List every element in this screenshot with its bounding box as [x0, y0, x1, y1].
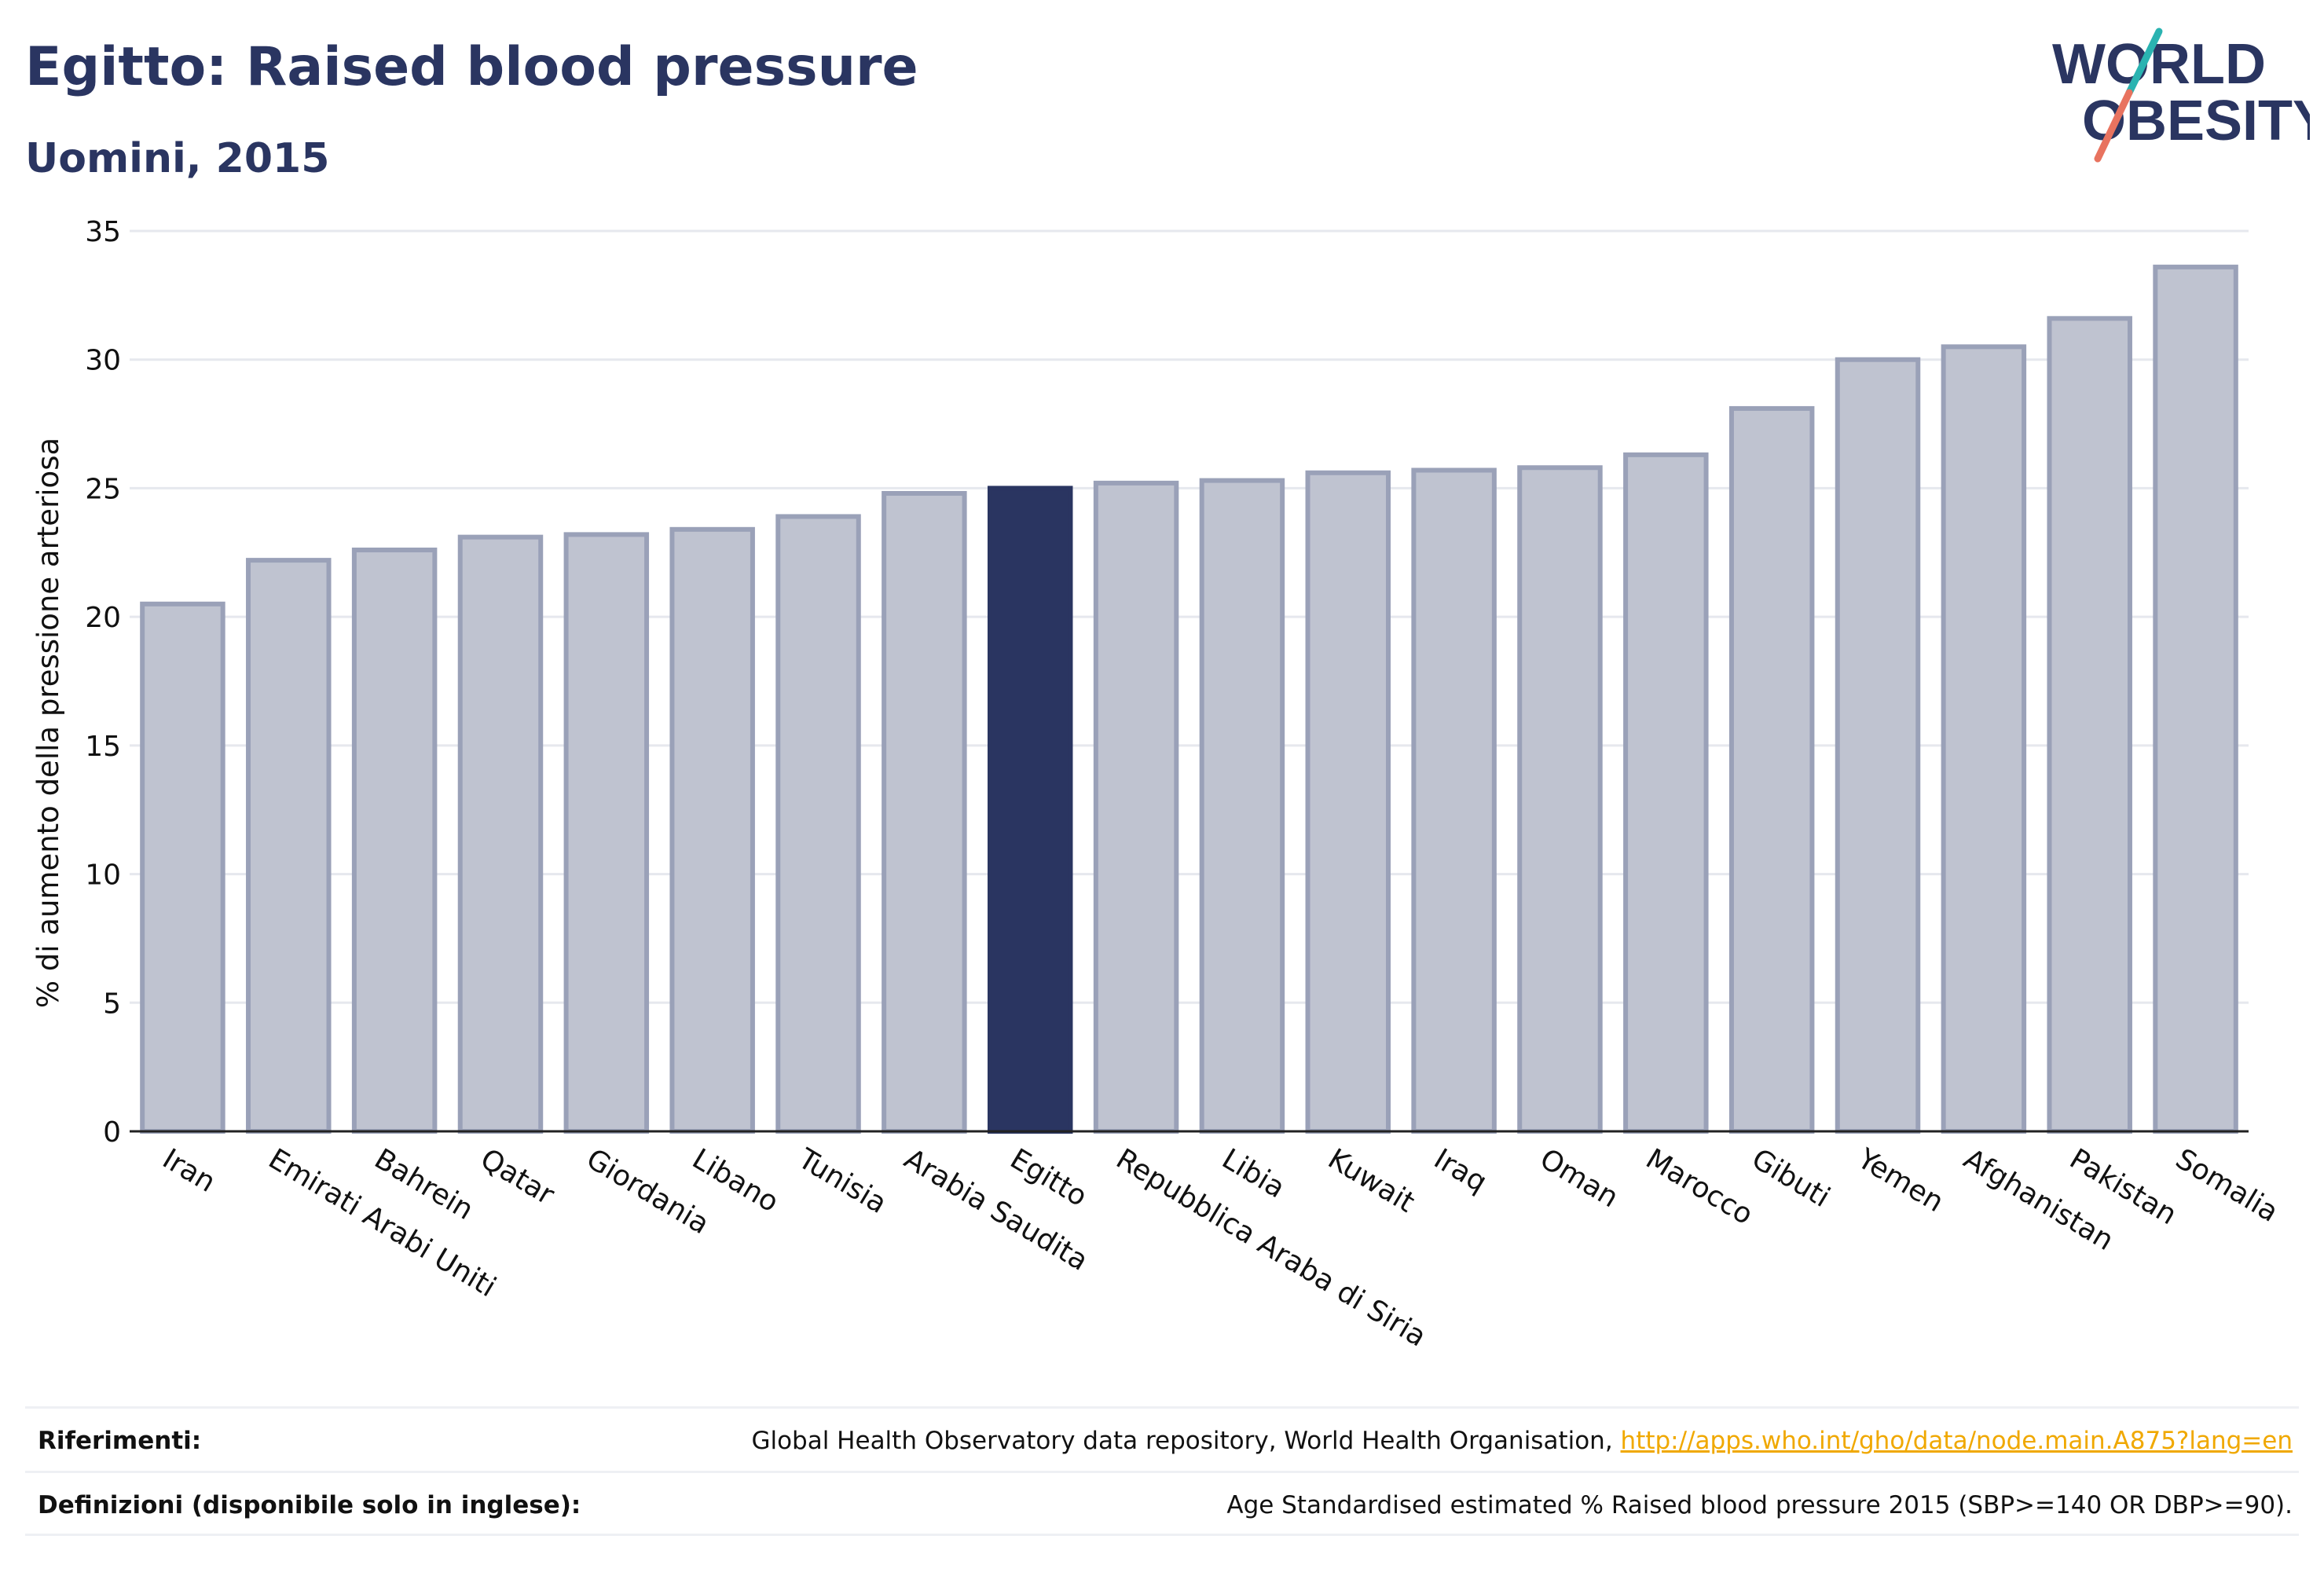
bar	[882, 490, 967, 1134]
bar	[1199, 478, 1285, 1134]
footer-divider	[25, 1471, 2299, 1473]
y-tick-label: 0	[103, 1116, 121, 1149]
x-tick-label: Iran	[157, 1143, 221, 1199]
y-tick-label: 15	[85, 731, 121, 763]
footer-divider	[25, 1406, 2299, 1409]
x-tick-label: Oman	[1534, 1143, 1624, 1215]
references-link[interactable]: http://apps.who.int/gho/data/node.main.A…	[1620, 1427, 2293, 1455]
bar	[775, 514, 861, 1134]
bar	[1305, 470, 1391, 1134]
x-tick-label: Libia	[1216, 1143, 1290, 1205]
chart-subtitle: Uomini, 2015	[25, 135, 330, 182]
logo-word-world: WORLD	[2052, 33, 2266, 96]
x-tick-label: Arabia Saudita	[899, 1143, 1094, 1277]
bar	[1411, 467, 1497, 1134]
x-tick-label: Iraq	[1428, 1143, 1492, 1199]
references-text: Global Health Observatory data repositor…	[751, 1427, 2293, 1455]
logo-slash-teal	[2125, 27, 2163, 97]
x-tick-label: Marocco	[1640, 1143, 1758, 1232]
bar	[2153, 264, 2238, 1134]
bar	[457, 534, 544, 1134]
bar	[669, 526, 755, 1134]
bar	[1517, 465, 1603, 1134]
x-tick-label: Egitto	[1005, 1143, 1093, 1214]
y-tick-label: 20	[85, 602, 121, 634]
y-tick-label: 30	[85, 345, 121, 377]
bar	[1835, 357, 1921, 1134]
world-obesity-logo: WORLD OBESITY	[2052, 27, 2310, 163]
bar	[246, 558, 332, 1134]
x-tick-label: Gibuti	[1747, 1143, 1835, 1215]
references-source: Global Health Observatory data repositor…	[751, 1427, 1621, 1455]
bar	[563, 532, 650, 1134]
x-tick-label: Somalia	[2170, 1143, 2284, 1229]
logo-slash-coral	[2094, 89, 2133, 163]
footer-divider	[25, 1534, 2299, 1536]
bar	[1728, 405, 1815, 1134]
gridlines	[130, 229, 2249, 1004]
logo-word-obesity: OBESITY	[2082, 90, 2310, 152]
bar	[1093, 480, 1179, 1134]
definitions-text: Age Standardised estimated % Raised bloo…	[1226, 1491, 2293, 1519]
x-tick-label: Tunisia	[792, 1142, 892, 1220]
bar	[2047, 316, 2132, 1134]
bar	[1941, 344, 2027, 1134]
y-tick-label: 10	[85, 859, 121, 892]
bar	[1623, 452, 1709, 1134]
x-tick-label: Kuwait	[1322, 1143, 1420, 1219]
y-tick-label: 5	[103, 988, 121, 1020]
bar	[140, 601, 225, 1134]
y-tick-label: 25	[85, 473, 121, 505]
bar	[351, 548, 438, 1134]
chart-title: Egitto: Raised blood pressure	[25, 36, 918, 98]
definitions-label: Definizioni (disponibile solo in inglese…	[38, 1491, 581, 1519]
x-tick-label: Yemen	[1852, 1142, 1949, 1219]
references-label: Riferimenti:	[38, 1427, 202, 1455]
y-axis-label: % di aumento della pressione arteriosa	[31, 438, 65, 1008]
x-tick-label: Qatar	[475, 1143, 559, 1211]
bars	[140, 264, 2238, 1134]
bar-highlight	[987, 486, 1073, 1134]
y-tick-label: 35	[85, 216, 121, 248]
